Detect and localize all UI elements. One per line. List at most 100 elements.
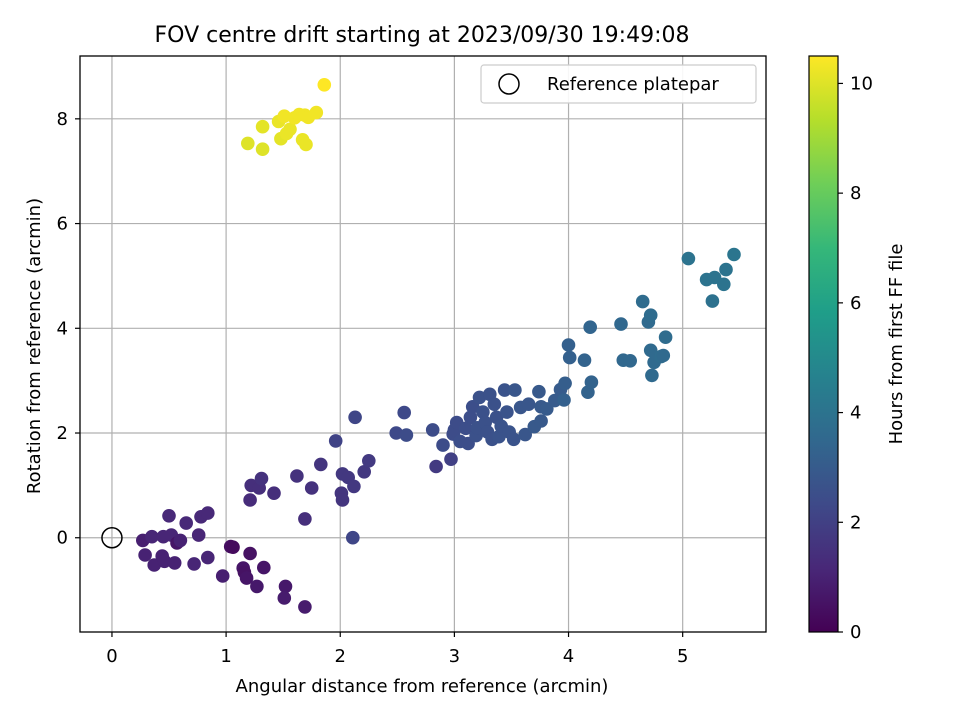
reference-point-marker [101,526,123,549]
data-point [254,471,269,486]
data-point [243,493,257,507]
data-point [290,469,304,483]
x-tick-label: 3 [449,646,460,667]
data-point [335,493,350,507]
x-tick-label: 5 [677,646,688,667]
colorbar-tick-label: 0 [850,622,861,643]
data-point [436,438,450,452]
data-point [508,383,522,397]
data-point [635,294,650,309]
data-point [534,414,548,428]
data-point [521,397,536,412]
data-point [577,353,592,368]
data-point [459,421,473,436]
data-point [623,354,637,368]
data-point [277,109,292,123]
legend-marker-icon [498,73,520,95]
colorbar [808,55,839,633]
data-point [500,405,514,419]
data-point [357,465,372,479]
data-point [656,348,671,363]
x-tick-label: 4 [563,646,574,667]
data-point [497,383,512,397]
data-point [348,410,362,425]
x-tick-label: 2 [335,646,346,667]
plot-frame [79,55,767,633]
data-point [557,393,571,407]
data-point [187,557,201,571]
data-point [250,579,264,594]
colorbar-tick-label: 6 [850,293,861,314]
data-point [138,548,152,562]
data-point [532,384,546,399]
data-point [243,546,257,561]
data-point [299,137,313,152]
data-point [487,397,502,412]
data-point [397,405,412,420]
data-point [645,368,659,383]
data-point [179,516,193,530]
data-point [167,556,182,570]
y-axis-label: Rotation from reference (arcmin) [24,198,45,494]
data-point [506,432,521,447]
data-point [425,423,440,437]
data-point [518,427,532,442]
data-point [255,119,270,134]
data-point [389,426,404,440]
x-axis-label: Angular distance from reference (arcmin) [236,676,609,697]
legend-box [480,64,757,104]
chart-title: FOV centre drift starting at 2023/09/30 … [155,23,690,48]
data-point [643,308,658,323]
data-point [157,554,172,569]
y-tick-label: 0 [57,528,68,549]
data-point [314,457,328,472]
data-point [328,434,343,448]
data-point [643,343,658,358]
data-point [298,600,312,614]
data-point [304,481,319,495]
data-point [317,78,332,92]
data-point [562,350,577,365]
data-point [429,459,443,474]
data-point [658,330,673,345]
x-tick-label: 1 [220,646,231,667]
data-point [191,528,206,542]
data-point [173,533,188,548]
data-point [257,560,271,575]
data-point [727,247,741,262]
data-point [583,320,597,335]
data-point [472,390,487,405]
data-point [309,105,324,120]
data-point [239,571,254,585]
y-tick-label: 8 [57,109,68,130]
data-point [705,294,720,308]
data-point [561,338,576,352]
data-point [614,317,628,331]
colorbar-tick-label: 10 [850,73,873,94]
data-point [255,142,270,156]
data-point [399,428,414,442]
data-point [215,569,230,583]
data-point [492,429,506,444]
data-point [717,277,731,292]
data-point [201,550,215,565]
data-point [277,591,292,605]
data-point [298,512,312,526]
data-point [283,122,297,137]
data-point [719,262,733,277]
data-point [278,579,293,594]
data-point [444,452,458,467]
x-tick-label: 0 [106,646,117,667]
data-point [463,410,478,425]
colorbar-tick-label: 4 [850,403,861,424]
y-tick-label: 4 [57,318,68,339]
data-point [241,136,255,151]
legend-label: Reference platepar [547,74,719,95]
colorbar-tick-label: 8 [850,183,861,204]
data-point [476,405,490,419]
data-point [162,509,176,523]
colorbar-label: Hours from first FF file [886,244,907,445]
data-point [465,400,480,414]
